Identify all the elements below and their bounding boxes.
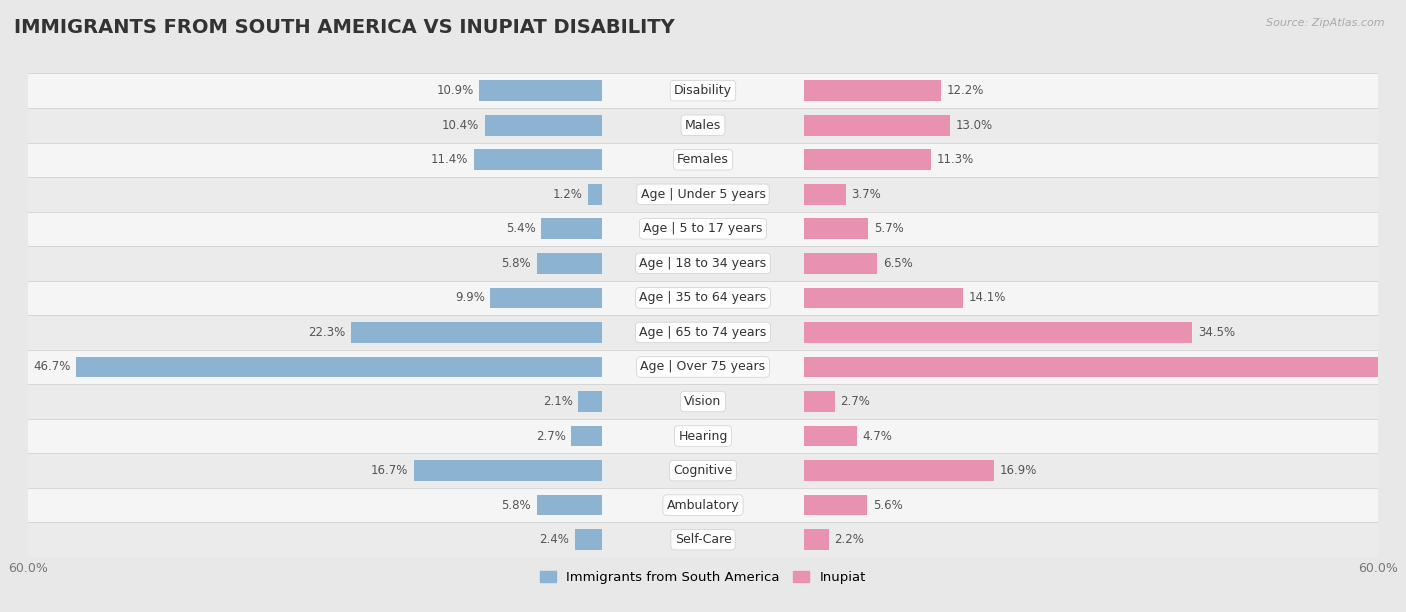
Text: 2.7%: 2.7%	[536, 430, 565, 442]
Bar	[28, 315, 1378, 349]
Bar	[571, 426, 602, 446]
Text: 1.2%: 1.2%	[553, 188, 582, 201]
Legend: Immigrants from South America, Inupiat: Immigrants from South America, Inupiat	[534, 565, 872, 589]
Text: Vision: Vision	[685, 395, 721, 408]
Bar	[537, 253, 602, 274]
Bar	[28, 246, 1378, 281]
Bar	[28, 281, 1378, 315]
Bar	[804, 391, 835, 412]
Text: 16.9%: 16.9%	[1000, 464, 1038, 477]
Bar	[28, 73, 1378, 108]
Bar	[804, 288, 963, 308]
Text: 3.7%: 3.7%	[852, 188, 882, 201]
Bar	[804, 529, 830, 550]
Bar	[541, 218, 602, 239]
Text: Disability: Disability	[673, 84, 733, 97]
Bar	[804, 494, 868, 515]
Text: Self-Care: Self-Care	[675, 533, 731, 546]
Bar	[804, 149, 931, 170]
Bar	[352, 322, 602, 343]
Text: 10.4%: 10.4%	[441, 119, 479, 132]
Bar	[28, 419, 1378, 453]
Text: 10.9%: 10.9%	[436, 84, 474, 97]
Text: 5.7%: 5.7%	[875, 222, 904, 236]
Text: Age | 18 to 34 years: Age | 18 to 34 years	[640, 257, 766, 270]
Text: Males: Males	[685, 119, 721, 132]
Bar	[28, 523, 1378, 557]
Bar	[28, 453, 1378, 488]
Text: Cognitive: Cognitive	[673, 464, 733, 477]
Text: Age | 35 to 64 years: Age | 35 to 64 years	[640, 291, 766, 304]
Bar	[28, 143, 1378, 177]
Text: 12.2%: 12.2%	[948, 84, 984, 97]
Bar	[578, 391, 602, 412]
Text: 16.7%: 16.7%	[371, 464, 408, 477]
Bar	[491, 288, 602, 308]
Text: Females: Females	[678, 153, 728, 166]
Text: 22.3%: 22.3%	[308, 326, 346, 339]
Bar	[804, 80, 942, 101]
Bar	[804, 115, 950, 136]
Text: 2.2%: 2.2%	[835, 533, 865, 546]
Bar	[76, 357, 602, 378]
Text: 5.8%: 5.8%	[502, 257, 531, 270]
Text: 11.3%: 11.3%	[936, 153, 974, 166]
Text: Age | 5 to 17 years: Age | 5 to 17 years	[644, 222, 762, 236]
Text: Hearing: Hearing	[678, 430, 728, 442]
Bar	[804, 184, 846, 204]
Bar	[804, 460, 994, 481]
Bar	[804, 357, 1406, 378]
Text: Age | 65 to 74 years: Age | 65 to 74 years	[640, 326, 766, 339]
Text: 5.6%: 5.6%	[873, 499, 903, 512]
Text: 14.1%: 14.1%	[969, 291, 1005, 304]
Text: Age | Over 75 years: Age | Over 75 years	[641, 360, 765, 373]
Text: 13.0%: 13.0%	[956, 119, 993, 132]
Text: 46.7%: 46.7%	[34, 360, 70, 373]
Bar	[474, 149, 602, 170]
Bar	[804, 426, 858, 446]
Bar	[28, 177, 1378, 212]
Text: Age | Under 5 years: Age | Under 5 years	[641, 188, 765, 201]
Text: 2.7%: 2.7%	[841, 395, 870, 408]
Text: 34.5%: 34.5%	[1198, 326, 1234, 339]
Text: 5.8%: 5.8%	[502, 499, 531, 512]
Bar	[28, 349, 1378, 384]
Text: 2.1%: 2.1%	[543, 395, 572, 408]
Bar	[479, 80, 602, 101]
Bar	[28, 384, 1378, 419]
Text: Source: ZipAtlas.com: Source: ZipAtlas.com	[1267, 18, 1385, 28]
Text: Ambulatory: Ambulatory	[666, 499, 740, 512]
Bar	[413, 460, 602, 481]
Bar	[804, 218, 869, 239]
Bar	[537, 494, 602, 515]
Bar	[485, 115, 602, 136]
Bar	[588, 184, 602, 204]
Text: 6.5%: 6.5%	[883, 257, 912, 270]
Text: 5.4%: 5.4%	[506, 222, 536, 236]
Text: 4.7%: 4.7%	[863, 430, 893, 442]
Bar	[28, 212, 1378, 246]
Bar	[28, 488, 1378, 523]
Bar	[575, 529, 602, 550]
Bar	[804, 253, 877, 274]
Bar	[804, 322, 1192, 343]
Text: IMMIGRANTS FROM SOUTH AMERICA VS INUPIAT DISABILITY: IMMIGRANTS FROM SOUTH AMERICA VS INUPIAT…	[14, 18, 675, 37]
Text: 11.4%: 11.4%	[430, 153, 468, 166]
Text: 2.4%: 2.4%	[540, 533, 569, 546]
Bar	[28, 108, 1378, 143]
Text: 9.9%: 9.9%	[456, 291, 485, 304]
